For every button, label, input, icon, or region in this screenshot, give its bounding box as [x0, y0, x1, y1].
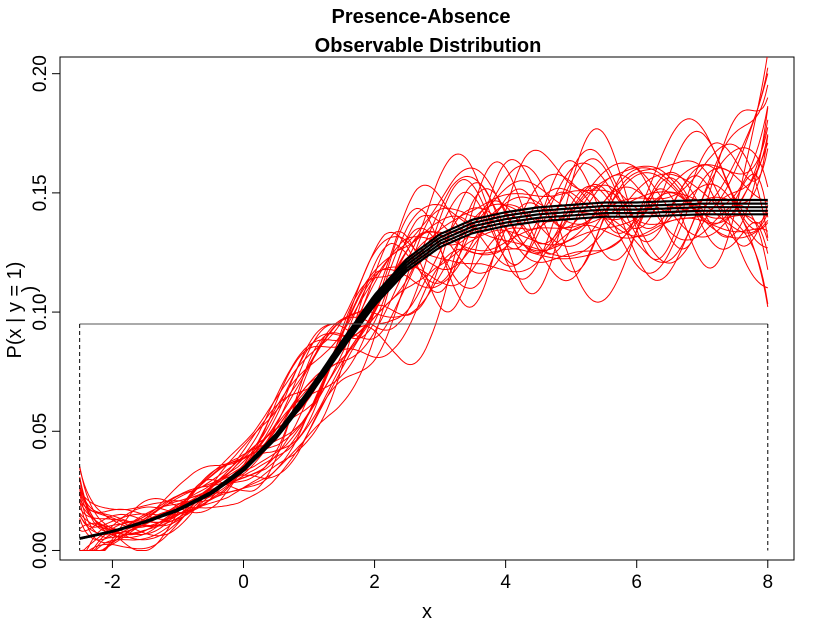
- sample-curve: [79, 106, 769, 527]
- x-tick-label: 4: [500, 572, 511, 593]
- sample-curve: [79, 147, 769, 528]
- sample-curve: [79, 167, 769, 551]
- x-tick-label: 2: [369, 572, 380, 593]
- sample-curve: [79, 142, 769, 536]
- chart-title-line-2: Observable Distribution: [315, 35, 542, 57]
- sample-curve: [79, 160, 768, 551]
- x-tick-label: -2: [104, 572, 121, 593]
- sample-curve: [79, 135, 769, 539]
- sample-curve: [79, 191, 769, 535]
- sample-curve: [79, 119, 769, 551]
- sample-curve: [79, 159, 769, 523]
- mean-curve: [79, 213, 768, 540]
- plot-frame: [59, 56, 795, 561]
- sample-curve: [79, 148, 769, 537]
- y-axis-label: P(x | y = 1): [4, 262, 26, 359]
- x-tick-label: 6: [631, 572, 642, 593]
- sample-curve: [79, 128, 769, 551]
- y-tick-label: 0.05: [30, 413, 51, 450]
- y-tick-label: 0.10: [30, 294, 51, 331]
- sample-curve: [79, 67, 769, 541]
- plot-area: [79, 57, 769, 551]
- axes: -2 0 2 4 6 8 0.00 0.05 0.10 0.15 0.20: [30, 55, 773, 593]
- sample-curve: [79, 162, 769, 551]
- sample-curve: [79, 84, 769, 530]
- sample-curve: [79, 97, 769, 551]
- x-tick-label: 0: [238, 572, 249, 593]
- x-axis-label: x: [422, 601, 432, 623]
- sample-curve: [79, 153, 769, 551]
- y-axis-label-fragment: ): [19, 286, 41, 293]
- y-tick-label: 0.00: [30, 532, 51, 569]
- mean-curve: [79, 198, 768, 540]
- chart-title-line-1: Presence-Absence: [332, 6, 511, 28]
- y-tick-label: 0.15: [30, 174, 51, 211]
- y-tick-label: 0.20: [30, 55, 51, 92]
- x-tick-label: 8: [762, 572, 773, 593]
- sample-curve: [79, 73, 769, 511]
